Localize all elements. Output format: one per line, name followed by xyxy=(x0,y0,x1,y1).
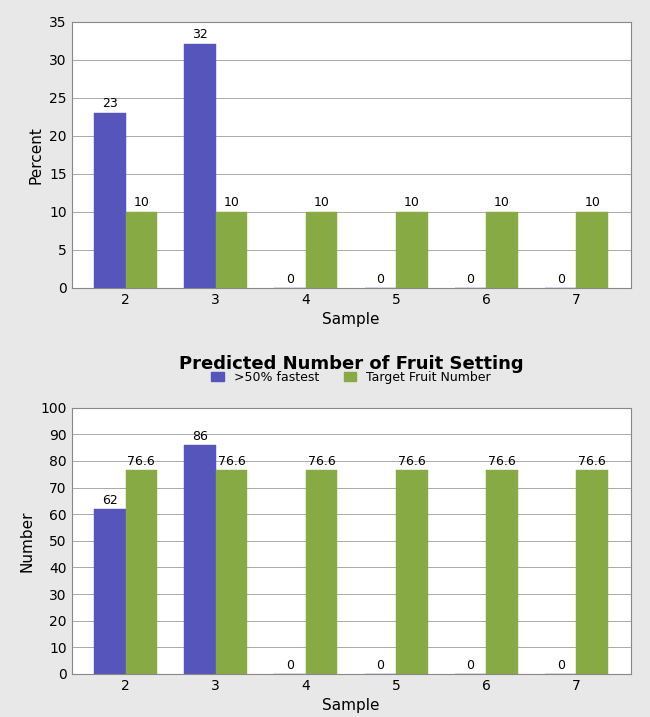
Text: 86: 86 xyxy=(192,429,208,443)
Text: 10: 10 xyxy=(224,196,239,209)
Text: 76.6: 76.6 xyxy=(127,455,155,468)
Legend: >50% fastest, Target Fruit Number: >50% fastest, Target Fruit Number xyxy=(206,366,496,389)
Text: 10: 10 xyxy=(314,196,330,209)
Y-axis label: Percent: Percent xyxy=(29,125,44,184)
Bar xyxy=(306,470,337,674)
Text: 76.6: 76.6 xyxy=(488,455,516,468)
Bar xyxy=(396,470,428,674)
Bar xyxy=(125,212,157,288)
X-axis label: Sample: Sample xyxy=(322,312,380,327)
Bar xyxy=(184,44,216,288)
Text: 0: 0 xyxy=(376,659,384,672)
Text: 0: 0 xyxy=(467,659,474,672)
Bar xyxy=(125,470,157,674)
Bar xyxy=(306,212,337,288)
Bar xyxy=(184,445,216,674)
Legend: Based on Original # of Fruit, Target % Fruitset: Based on Original # of Fruit, Target % F… xyxy=(172,0,530,3)
Text: 10: 10 xyxy=(133,196,150,209)
Bar xyxy=(396,212,428,288)
Text: 32: 32 xyxy=(192,28,208,42)
Bar xyxy=(94,113,125,288)
Bar xyxy=(94,509,125,674)
Title: Predicted Number of Fruit Setting: Predicted Number of Fruit Setting xyxy=(179,355,523,373)
Bar xyxy=(577,470,608,674)
Text: 76.6: 76.6 xyxy=(218,455,246,468)
Bar xyxy=(216,212,247,288)
Text: 0: 0 xyxy=(376,272,384,285)
Text: 0: 0 xyxy=(286,272,294,285)
Text: 76.6: 76.6 xyxy=(398,455,426,468)
Text: 10: 10 xyxy=(404,196,420,209)
Bar xyxy=(486,470,518,674)
Bar xyxy=(486,212,518,288)
Text: 0: 0 xyxy=(467,272,474,285)
X-axis label: Sample: Sample xyxy=(322,698,380,713)
Text: 0: 0 xyxy=(556,659,565,672)
Text: 76.6: 76.6 xyxy=(578,455,606,468)
Bar xyxy=(577,212,608,288)
Text: 23: 23 xyxy=(102,97,118,110)
Y-axis label: Number: Number xyxy=(20,510,34,571)
Text: 0: 0 xyxy=(286,659,294,672)
Text: 10: 10 xyxy=(584,196,600,209)
Text: 10: 10 xyxy=(494,196,510,209)
Text: 0: 0 xyxy=(556,272,565,285)
Text: 76.6: 76.6 xyxy=(308,455,335,468)
Text: 62: 62 xyxy=(102,494,118,507)
Bar xyxy=(216,470,247,674)
